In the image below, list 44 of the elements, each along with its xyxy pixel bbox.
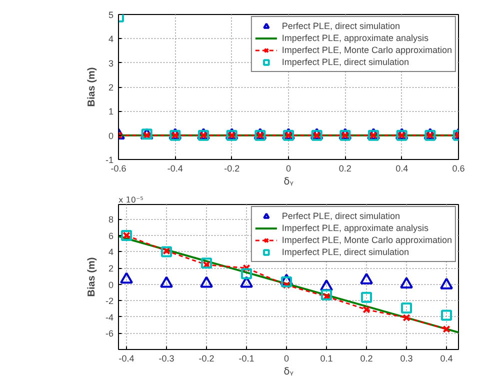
legend-label: Imperfect PLE, direct simulation xyxy=(282,56,409,68)
y-tick-label: -2 xyxy=(106,296,114,306)
y-tick-label: 0 xyxy=(108,280,114,290)
x-tick-label: -0.6 xyxy=(110,164,126,174)
x-tick-label: -0.1 xyxy=(238,354,254,364)
x-tick-label: 0 xyxy=(286,164,292,174)
x-tick-label: 0.4 xyxy=(440,354,453,364)
x-tick-label: 0.6 xyxy=(452,164,465,174)
x-tick-label: -0.2 xyxy=(224,164,240,174)
y-tick-label: -6 xyxy=(106,328,114,339)
y-tick-label: 6 xyxy=(108,230,114,241)
x-tick-label: 0.3 xyxy=(400,354,413,364)
y-tick-label: -4 xyxy=(106,312,114,322)
y-axis-title: Bias (m) xyxy=(86,67,98,107)
y-tick-label: -1 xyxy=(106,155,114,165)
x-tick-label: -0.4 xyxy=(118,354,134,364)
x-tick-label: 0 xyxy=(284,354,290,364)
x-axis-title: δᵧ xyxy=(284,366,294,378)
y-tick-label: 3 xyxy=(108,58,114,68)
x-tick-label: 0.2 xyxy=(360,354,373,364)
x-tick-label: -0.4 xyxy=(167,164,183,174)
y-tick-label: 8 xyxy=(108,214,114,225)
y-tick-label: 2 xyxy=(108,82,114,92)
x-tick-label: 0.2 xyxy=(338,164,352,174)
y-axis-title: Bias (m) xyxy=(86,257,98,297)
legend-label: Perfect PLE, direct simulation xyxy=(282,20,400,32)
y-tick-label: 4 xyxy=(108,34,114,44)
legend-label: Imperfect PLE, Monte Carlo approximation xyxy=(282,44,452,56)
y-tick-label: 5 xyxy=(108,10,114,20)
x-tick-label: 0.4 xyxy=(396,164,408,174)
text: x 10⁻⁵ xyxy=(118,196,144,204)
x-tick-label: 0.1 xyxy=(320,354,333,364)
legend-label: Imperfect PLE, approximate analysis xyxy=(282,32,428,44)
y-tick-label: 0 xyxy=(108,130,114,141)
y-tick-label: 1 xyxy=(108,106,114,117)
legend-label: Perfect PLE, direct simulation xyxy=(282,210,400,222)
legend-label: Imperfect PLE, direct simulation xyxy=(282,246,409,258)
x-axis-title: δᵧ xyxy=(284,176,294,188)
legend-label: Imperfect PLE, approximate analysis xyxy=(282,222,428,234)
y-tick-label: 4 xyxy=(108,247,114,258)
x-tick-label: -0.2 xyxy=(198,354,214,364)
x-tick-label: -0.3 xyxy=(158,354,174,364)
y-tick-label: 2 xyxy=(108,264,114,274)
legend-label: Imperfect PLE, Monte Carlo approximation xyxy=(282,234,452,246)
